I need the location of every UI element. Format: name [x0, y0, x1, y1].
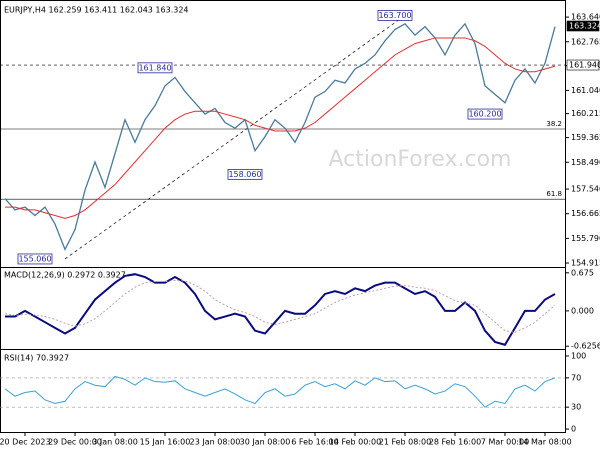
y-tick-label: -0.6256	[571, 342, 600, 351]
series-line	[4, 375, 556, 408]
y-tick-label: 160.215	[571, 109, 600, 118]
y-tick-label: 70	[571, 373, 581, 382]
level-label: 38.2	[546, 120, 562, 128]
x-tick-label: 30 Jan 08:00	[240, 438, 291, 447]
level-label: 61.8	[546, 190, 562, 198]
y-tick-label: 100	[571, 351, 586, 360]
x-tick-label: 6 Feb 16:00	[291, 438, 338, 447]
y-tick-label: 161.040	[571, 86, 600, 95]
annotation-label: 160.200	[468, 110, 501, 119]
y-tick-label: 156.665	[571, 209, 600, 218]
annotation-label: 155.060	[18, 254, 51, 263]
price-mark	[566, 20, 600, 32]
x-tick-label: 14 Mar 08:00	[518, 438, 571, 447]
y-tick-label: 155.790	[571, 234, 600, 243]
annotation-box	[377, 10, 413, 21]
y-tick-label: 162.765	[571, 37, 600, 46]
panel-title: RSI(14) 70.3927	[4, 354, 69, 363]
x-tick-label: 14 Feb 00:00	[329, 438, 381, 447]
x-tick-label: 29 Dec 00:00	[48, 438, 102, 447]
watermark: ActionForex.com	[329, 147, 512, 172]
y-tick-label: 159.365	[571, 133, 600, 142]
y-tick-label: 30	[571, 403, 581, 412]
series-line	[5, 37, 556, 219]
annotation-label: 161.840	[138, 63, 171, 72]
x-tick-label: 28 Feb 16:00	[429, 438, 481, 447]
y-tick-label: 154.915	[571, 259, 600, 268]
frame	[0, 0, 566, 433]
y-tick-label: 158.490	[571, 158, 600, 167]
y-tick-label: 0.675	[571, 268, 594, 277]
series-line	[4, 22, 556, 251]
series-line	[5, 273, 556, 346]
series-line	[4, 279, 556, 333]
panel-title: EURJPY,H4 162.259 163.411 162.043 163.32…	[4, 6, 189, 15]
annotation-box	[137, 62, 173, 74]
panel-title: MACD(12,26,9) 0.2972 0.3927	[4, 271, 126, 280]
price-mark	[566, 59, 600, 71]
annotation-label: 163.700	[378, 11, 411, 20]
trend-line	[64, 15, 406, 260]
x-tick-label: 15 Jan 16:00	[140, 438, 191, 447]
y-tick-label: 163.640	[571, 13, 600, 22]
x-tick-label: 3 Jan 08:00	[92, 438, 138, 447]
x-tick-label: 20 Dec 2023	[0, 438, 51, 447]
annotation-label: 158.060	[228, 170, 261, 179]
price-mark-label: 163.324	[569, 22, 600, 31]
x-tick-label: 7 Mar 00:00	[481, 438, 529, 447]
y-tick-label: 0.000	[571, 306, 594, 315]
price-mark-label: 161.940	[569, 61, 600, 70]
x-tick-label: 21 Feb 08:00	[379, 438, 431, 447]
annotation-box	[467, 108, 503, 120]
x-tick-label: 23 Jan 08:00	[190, 438, 241, 447]
annotation-box	[227, 168, 263, 180]
y-tick-label: 157.540	[571, 185, 600, 194]
annotation-box	[17, 253, 53, 265]
y-tick-label: 0	[571, 425, 576, 434]
